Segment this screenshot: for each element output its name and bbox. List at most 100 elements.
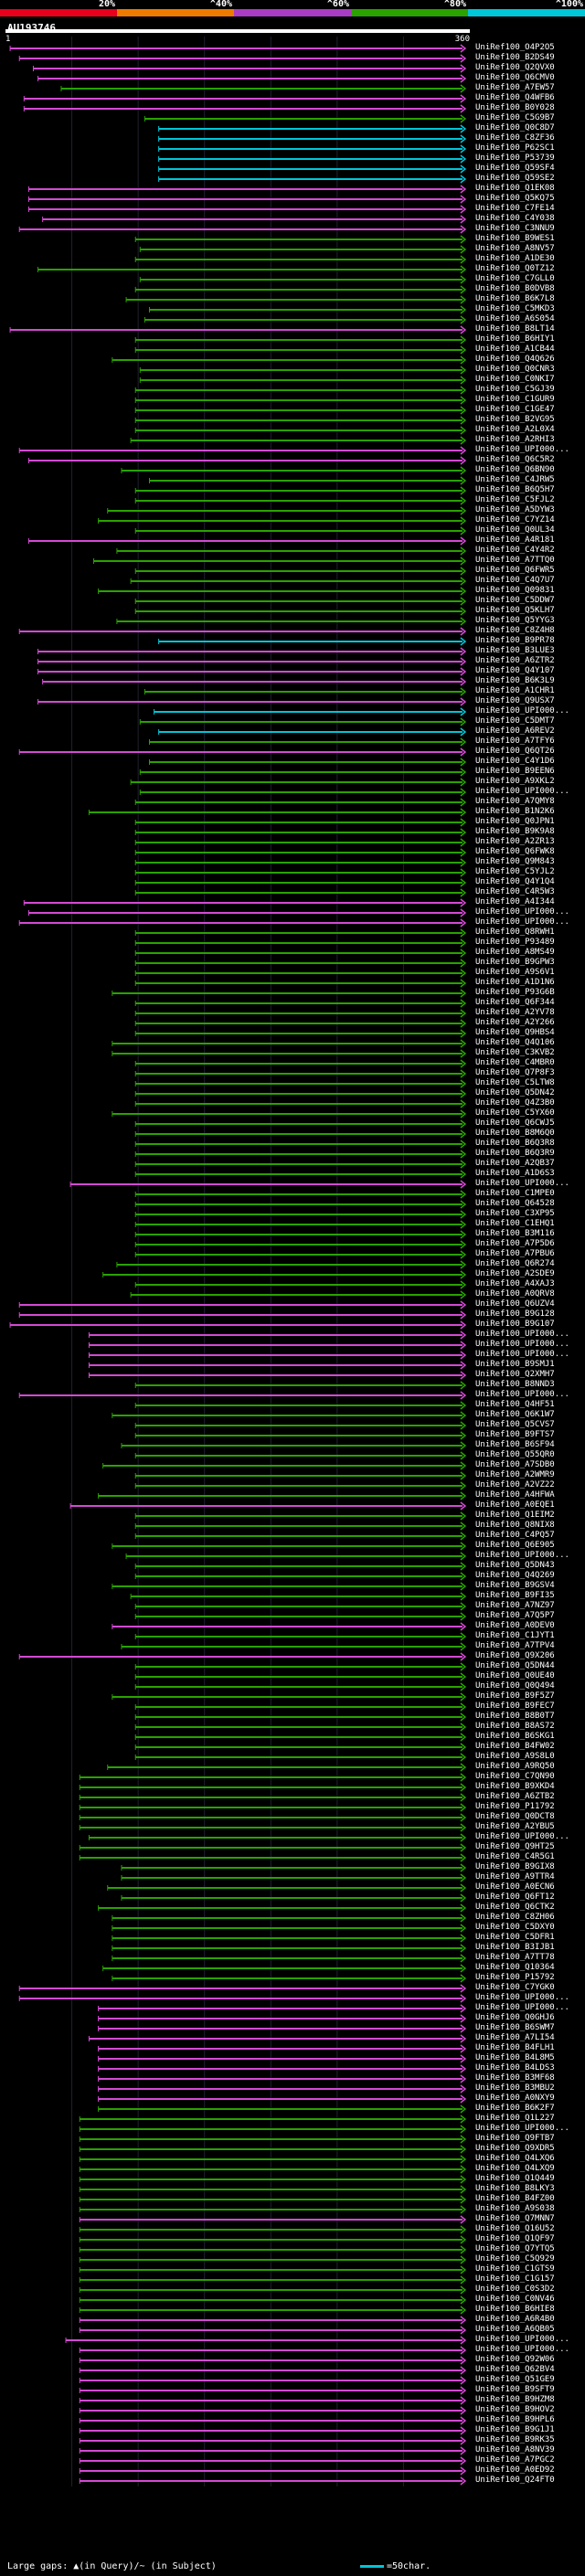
hit-label[interactable]: UniRef100_Q1L227 — [475, 2114, 555, 2123]
hit-label[interactable]: UniRef100_UPI000... — [475, 917, 569, 927]
hit-label[interactable]: UniRef100_B9GIX8 — [475, 1862, 555, 1871]
hit-label[interactable]: UniRef100_B9EEN6 — [475, 767, 555, 776]
hit-label[interactable]: UniRef100_Q09831 — [475, 586, 555, 595]
hit-label[interactable]: UniRef100_C8ZH06 — [475, 1913, 555, 1922]
hit-label[interactable]: UniRef100_B6SKG1 — [475, 1732, 555, 1741]
hit-label[interactable]: UniRef100_Q9XDR5 — [475, 2144, 555, 2153]
hit-label[interactable]: UniRef100_P15792 — [475, 1973, 555, 1982]
hit-label[interactable]: UniRef100_Q6K1W7 — [475, 1410, 555, 1419]
hit-label[interactable]: UniRef100_A2WMR9 — [475, 1470, 555, 1479]
hit-label[interactable]: UniRef100_A4I344 — [475, 897, 555, 906]
hit-label[interactable]: UniRef100_C0NV46 — [475, 2295, 555, 2304]
hit-label[interactable]: UniRef100_Q4LXQ6 — [475, 2154, 555, 2163]
hit-label[interactable]: UniRef100_C3NNU9 — [475, 224, 555, 233]
hit-label[interactable]: UniRef100_C4Q7U7 — [475, 576, 555, 585]
hit-label[interactable]: UniRef100_A9XKL2 — [475, 777, 555, 786]
hit-label[interactable]: UniRef100_B9GPW3 — [475, 958, 555, 967]
hit-label[interactable]: UniRef100_Q9USX7 — [475, 696, 555, 705]
hit-label[interactable]: UniRef100_Q4Q269 — [475, 1571, 555, 1580]
hit-label[interactable]: UniRef100_C1GUR9 — [475, 395, 555, 404]
hit-label[interactable]: UniRef100_A7NZ97 — [475, 1601, 555, 1610]
hit-label[interactable]: UniRef100_C5MKD3 — [475, 304, 555, 313]
hit-label[interactable]: UniRef100_Q1EIM2 — [475, 1511, 555, 1520]
hit-label[interactable]: UniRef100_B6Q5H7 — [475, 485, 555, 494]
hit-label[interactable]: UniRef100_C7FE14 — [475, 204, 555, 213]
hit-label[interactable]: UniRef100_Q0UE40 — [475, 1671, 555, 1680]
hit-label[interactable]: UniRef100_A1CB44 — [475, 345, 555, 354]
hit-label[interactable]: UniRef100_C1JYT1 — [475, 1631, 555, 1640]
hit-label[interactable]: UniRef100_B8LKY3 — [475, 2184, 555, 2193]
hit-label[interactable]: UniRef100_C5YJL2 — [475, 867, 555, 876]
hit-label[interactable]: UniRef100_A7Q5P7 — [475, 1611, 555, 1620]
hit-label[interactable]: UniRef100_A4HFWA — [475, 1490, 555, 1500]
hit-label[interactable]: UniRef100_B9G128 — [475, 1309, 555, 1319]
hit-label[interactable]: UniRef100_P93489 — [475, 938, 555, 947]
hit-label[interactable]: UniRef100_B8AS72 — [475, 1722, 555, 1731]
hit-label[interactable]: UniRef100_P62SC1 — [475, 143, 555, 153]
hit-label[interactable]: UniRef100_Q6F344 — [475, 998, 555, 1007]
hit-label[interactable]: UniRef100_A7LI54 — [475, 2033, 555, 2042]
hit-label[interactable]: UniRef100_UPI000... — [475, 2003, 569, 2012]
hit-label[interactable]: UniRef100_B9FTS7 — [475, 1430, 555, 1439]
hit-label[interactable]: UniRef100_Q9FTB7 — [475, 2134, 555, 2143]
hit-label[interactable]: UniRef100_B9G107 — [475, 1320, 555, 1329]
hit-label[interactable]: UniRef100_A1CHR1 — [475, 686, 555, 695]
hit-label[interactable]: UniRef100_UPI000... — [475, 1350, 569, 1359]
hit-label[interactable]: UniRef100_B9SMJ1 — [475, 1360, 555, 1369]
hit-label[interactable]: UniRef100_P93G6B — [475, 988, 555, 997]
hit-label[interactable]: UniRef100_Q4WFB6 — [475, 93, 555, 102]
hit-label[interactable]: UniRef100_Q6FWK8 — [475, 847, 555, 856]
hit-label[interactable]: UniRef100_A1D1N6 — [475, 978, 555, 987]
hit-label[interactable]: UniRef100_C5DMT7 — [475, 716, 555, 726]
hit-label[interactable]: UniRef100_B9XKD4 — [475, 1782, 555, 1791]
hit-label[interactable]: UniRef100_C7YZ14 — [475, 515, 555, 525]
hit-label[interactable]: UniRef100_A9S8L0 — [475, 1752, 555, 1761]
hit-label[interactable]: UniRef100_B4FW02 — [475, 1742, 555, 1751]
hit-label[interactable]: UniRef100_B8NND3 — [475, 1380, 555, 1389]
hit-label[interactable]: UniRef100_C7YGK0 — [475, 1983, 555, 1992]
hit-label[interactable]: UniRef100_A4XAJ3 — [475, 1279, 555, 1288]
hit-label[interactable]: UniRef100_C3XP95 — [475, 1209, 555, 1218]
hit-label[interactable]: UniRef100_P53739 — [475, 154, 555, 163]
hit-label[interactable]: UniRef100_A2ZR13 — [475, 837, 555, 846]
hit-label[interactable]: UniRef100_C5DDW7 — [475, 596, 555, 605]
hit-label[interactable]: UniRef100_A2YV78 — [475, 1008, 555, 1017]
hit-label[interactable]: UniRef100_B2DS49 — [475, 53, 555, 62]
hit-label[interactable]: UniRef100_A9RQ50 — [475, 1762, 555, 1771]
hit-label[interactable]: UniRef100_UPI000... — [475, 1832, 569, 1841]
hit-label[interactable]: UniRef100_Q0CNR3 — [475, 365, 555, 374]
hit-label[interactable]: UniRef100_C1GE47 — [475, 405, 555, 414]
hit-label[interactable]: UniRef100_Q6QT26 — [475, 747, 555, 756]
hit-label[interactable]: UniRef100_Q4Q626 — [475, 355, 555, 364]
hit-label[interactable]: UniRef100_Q9HBS4 — [475, 1028, 555, 1037]
hit-label[interactable]: UniRef100_C4Y4R2 — [475, 546, 555, 555]
hit-label[interactable]: UniRef100_C1EHQ1 — [475, 1219, 555, 1228]
hit-label[interactable]: UniRef100_O4P2O5 — [475, 43, 555, 52]
hit-label[interactable]: UniRef100_B3MBU2 — [475, 2083, 555, 2093]
hit-label[interactable]: UniRef100_Q5KLH7 — [475, 606, 555, 615]
hit-label[interactable]: UniRef100_A5DYW3 — [475, 505, 555, 514]
hit-label[interactable]: UniRef100_B6Q3R8 — [475, 1139, 555, 1148]
hit-label[interactable]: UniRef100_P11792 — [475, 1802, 555, 1811]
hit-label[interactable]: UniRef100_A7EW57 — [475, 83, 555, 92]
hit-label[interactable]: UniRef100_C1MPE0 — [475, 1189, 555, 1198]
hit-label[interactable]: UniRef100_Q6CWJ5 — [475, 1118, 555, 1128]
hit-label[interactable]: UniRef100_B9HOV2 — [475, 2405, 555, 2414]
hit-label[interactable]: UniRef100_Q2QVX0 — [475, 63, 555, 72]
hit-label[interactable]: UniRef100_Q2XMH7 — [475, 1370, 555, 1379]
hit-label[interactable]: UniRef100_B3LUE3 — [475, 646, 555, 655]
hit-label[interactable]: UniRef100_B6HIY1 — [475, 334, 555, 344]
hit-label[interactable]: UniRef100_UPI000... — [475, 2345, 569, 2354]
hit-label[interactable]: UniRef100_A2QB37 — [475, 1159, 555, 1168]
hit-label[interactable]: UniRef100_B8LT14 — [475, 324, 555, 334]
hit-label[interactable]: UniRef100_Q64528 — [475, 1199, 555, 1208]
hit-label[interactable]: UniRef100_B6K3L9 — [475, 676, 555, 685]
hit-label[interactable]: UniRef100_Q9M843 — [475, 857, 555, 866]
hit-label[interactable]: UniRef100_Q8RWH1 — [475, 928, 555, 937]
hit-label[interactable]: UniRef100_Q5YYG3 — [475, 616, 555, 625]
hit-label[interactable]: UniRef100_B6K2F7 — [475, 2104, 555, 2113]
hit-label[interactable]: UniRef100_C5DXY0 — [475, 1923, 555, 1932]
hit-label[interactable]: UniRef100_Q62BV4 — [475, 2365, 555, 2374]
hit-label[interactable]: UniRef100_Q9X206 — [475, 1651, 555, 1660]
hit-label[interactable]: UniRef100_C4R5G1 — [475, 1852, 555, 1861]
